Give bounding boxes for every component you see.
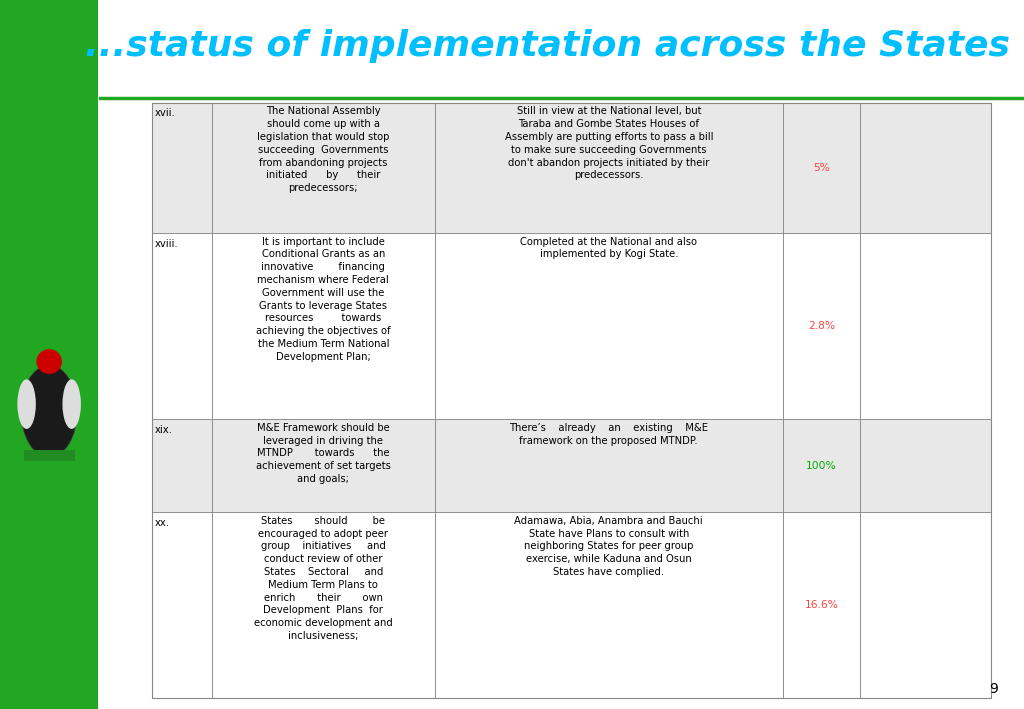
Text: It is important to include
Conditional Grants as an
innovative        financing
: It is important to include Conditional G… [256, 237, 390, 362]
Ellipse shape [62, 379, 81, 429]
Bar [860, 419, 991, 512]
Bar [860, 512, 991, 698]
Text: M&E Framework should be
leveraged in driving the
MTNDP       towards      the
ac: M&E Framework should be leveraged in dri… [256, 423, 391, 484]
Bar [152, 419, 212, 512]
Bar [212, 512, 434, 698]
Ellipse shape [17, 379, 36, 429]
Bar [152, 103, 212, 233]
Text: ...status of implementation across the States: ...status of implementation across the S… [85, 29, 1011, 63]
Bar [783, 512, 860, 698]
Bar [152, 103, 991, 233]
Bar [434, 512, 783, 698]
Bar [152, 512, 991, 698]
Text: 5%: 5% [813, 163, 830, 173]
Text: 16.6%: 16.6% [805, 601, 839, 610]
Bar [212, 419, 434, 512]
Text: 2.8%: 2.8% [808, 321, 836, 331]
Bar [783, 103, 860, 233]
Text: There’s    already    an    existing    M&E
framework on the proposed MTNDP.: There’s already an existing M&E framewor… [509, 423, 709, 445]
Bar [434, 233, 783, 419]
Bar [152, 233, 991, 419]
Bar [212, 233, 434, 419]
Bar [783, 419, 860, 512]
Text: Still in view at the National level, but
Taraba and Gombe States Houses of
Assem: Still in view at the National level, but… [505, 106, 713, 180]
Text: xix.: xix. [155, 425, 172, 435]
Bar [860, 233, 991, 419]
Text: The National Assembly
should come up with a
legislation that would stop
succeedi: The National Assembly should come up wit… [257, 106, 389, 193]
Bar [152, 512, 212, 698]
Bar [212, 103, 434, 233]
Bar [434, 419, 783, 512]
Text: States       should        be
encouraged to adopt peer
group    initiatives     : States should be encouraged to adopt pee… [254, 516, 392, 641]
Bar [434, 103, 783, 233]
Bar [24, 450, 75, 461]
Text: xvii.: xvii. [155, 108, 175, 118]
Text: xx.: xx. [155, 518, 170, 528]
Ellipse shape [37, 350, 61, 374]
Bar [152, 233, 212, 419]
Text: Adamawa, Abia, Anambra and Bauchi
State have Plans to consult with
neighboring S: Adamawa, Abia, Anambra and Bauchi State … [514, 516, 703, 577]
Text: xviii.: xviii. [155, 239, 178, 249]
Bar [152, 103, 991, 698]
Bar [783, 233, 860, 419]
Text: 100%: 100% [806, 461, 837, 471]
Bar [152, 419, 991, 512]
Text: Completed at the National and also
implemented by Kogi State.: Completed at the National and also imple… [520, 237, 697, 259]
Bar [860, 103, 991, 233]
Ellipse shape [20, 365, 78, 457]
Text: 9: 9 [989, 682, 998, 696]
Bar [0, 0, 98, 709]
